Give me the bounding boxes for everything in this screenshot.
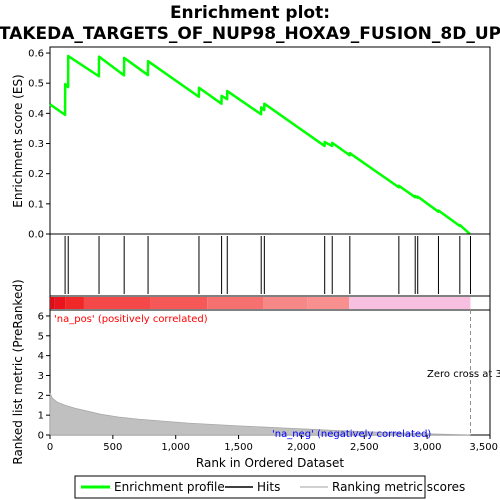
es-tick-label: 0.1 [28,199,44,210]
heatbar-segment [307,297,350,309]
x-axis-label: Rank in Ordered Dataset [196,456,344,470]
x-tick-label: 2,000 [287,442,316,453]
legend: Enrichment profile Hits Ranking metric s… [74,475,465,499]
es-tick-label: 0.4 [28,109,44,120]
zero-cross-label: Zero cross at 3 [427,369,500,380]
x-tick-label: 500 [103,442,122,453]
heatbar-segment [349,297,471,309]
es-axis-ticks: 0.0 0.1 0.2 0.3 0.4 0.5 0.6 [28,49,50,241]
x-tick-label: 1,500 [224,442,253,453]
legend-label-hits: Hits [257,480,280,494]
es-tick-label: 0.5 [28,79,44,90]
metric-tick-label: 6 [38,311,44,322]
x-tick-label: 3,000 [413,442,442,453]
es-tick-label: 0.6 [28,49,44,60]
metric-area-group [49,310,472,436]
x-axis-ticks: 0 500 1,000 1,500 2,000 2,500 3,000 3,500 [47,435,498,453]
es-panel [49,46,491,235]
neg-correlated-label: 'na_neg' (negatively correlated) [272,429,431,440]
legend-label-metric: Ranking metric scores [332,480,465,494]
es-tick-label: 0.3 [28,139,44,150]
heatbar-segment [150,297,208,309]
metric-tick-label: 5 [38,331,44,342]
hits-panel [49,233,491,297]
chart-title-line2: TAKEDA_TARGETS_OF_NUP98_HOXA9_FUSION_8D_… [0,24,500,44]
heatbar-segment [207,297,264,309]
metric-panel [49,309,491,436]
metric-tick-label: 0 [38,431,44,442]
heatbar-segment [54,297,66,309]
metric-tick-label: 1 [38,411,44,422]
es-tick-label: 0.0 [28,230,44,241]
heatbar-segment [65,297,84,309]
metric-tick-label: 4 [38,351,44,362]
heatbar-segment [263,297,308,309]
metric-tick-label: 3 [38,371,44,382]
ranking-metric-area [49,393,471,436]
metric-axis-ticks: 0 1 2 3 4 5 6 [38,311,50,442]
hit-markers [64,236,472,294]
chart-title-line1: Enrichment plot: [170,3,330,23]
es-tick-label: 0.2 [28,169,44,180]
metric-tick-label: 2 [38,391,44,402]
legend-label-enrichment: Enrichment profile [114,480,225,494]
x-tick-label: 2,500 [350,442,379,453]
es-axis-label: Enrichment score (ES) [11,74,25,207]
x-tick-label: 3,500 [469,442,498,453]
x-tick-label: 1,000 [161,442,190,453]
heatbar-segment [50,297,55,309]
heatbar-segment [83,297,151,309]
enrichment-profile-line [49,54,471,235]
pos-correlated-label: 'na_pos' (positively correlated) [54,314,208,325]
metric-axis-label: Ranked list metric (PreRanked) [11,279,25,464]
ranking-heatbar [50,297,471,309]
x-tick-label: 0 [47,442,53,453]
